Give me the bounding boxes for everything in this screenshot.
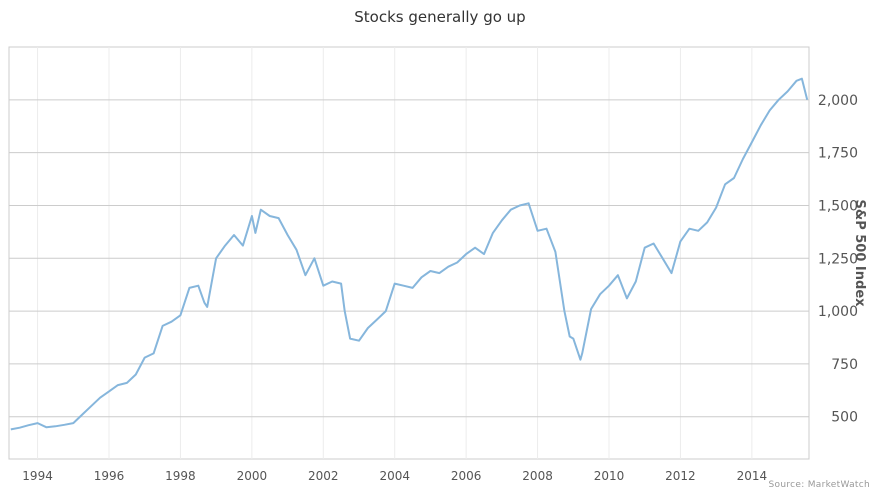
y-tick-label: 1,500 [818,198,858,214]
chart-title: Stocks generally go up [354,8,526,26]
y-tick-label: 1,000 [818,304,858,320]
x-tick-label: 2000 [237,469,268,483]
series-line [10,77,809,431]
y-tick-label: 2,000 [818,93,858,109]
x-tick-label: 2006 [451,469,482,483]
x-tick-label: 1994 [22,469,53,483]
x-tick-label: 2004 [379,469,410,483]
x-tick-label: 2010 [594,469,625,483]
y-tick-labels: 500 750 1,000 1,250 1,500 1,750 2,000 [818,93,858,426]
x-tick-label: 1998 [165,469,196,483]
x-tick-label: 1996 [94,469,125,483]
x-tick-label: 2002 [308,469,339,483]
x-tick-labels: 1994 1996 1998 2000 2002 2004 2006 2008 2010 2012… [22,469,767,483]
x-tick-label: 2008 [522,469,553,483]
x-tick-label: 2014 [737,469,768,483]
y-tick-label: 1,250 [818,251,858,267]
y-gridlines [9,99,809,418]
source-note: Source: MarketWatch [768,480,870,490]
plot-frame [8,46,810,460]
x-gridlines [37,47,753,459]
y-tick-label: 500 [831,410,858,426]
y-axis-title: S&P 500 Index [852,199,867,307]
x-tick-label: 2012 [665,469,696,483]
series-layer [10,77,809,431]
y-tick-label: 750 [831,357,858,373]
y-tick-label: 1,750 [818,146,858,162]
